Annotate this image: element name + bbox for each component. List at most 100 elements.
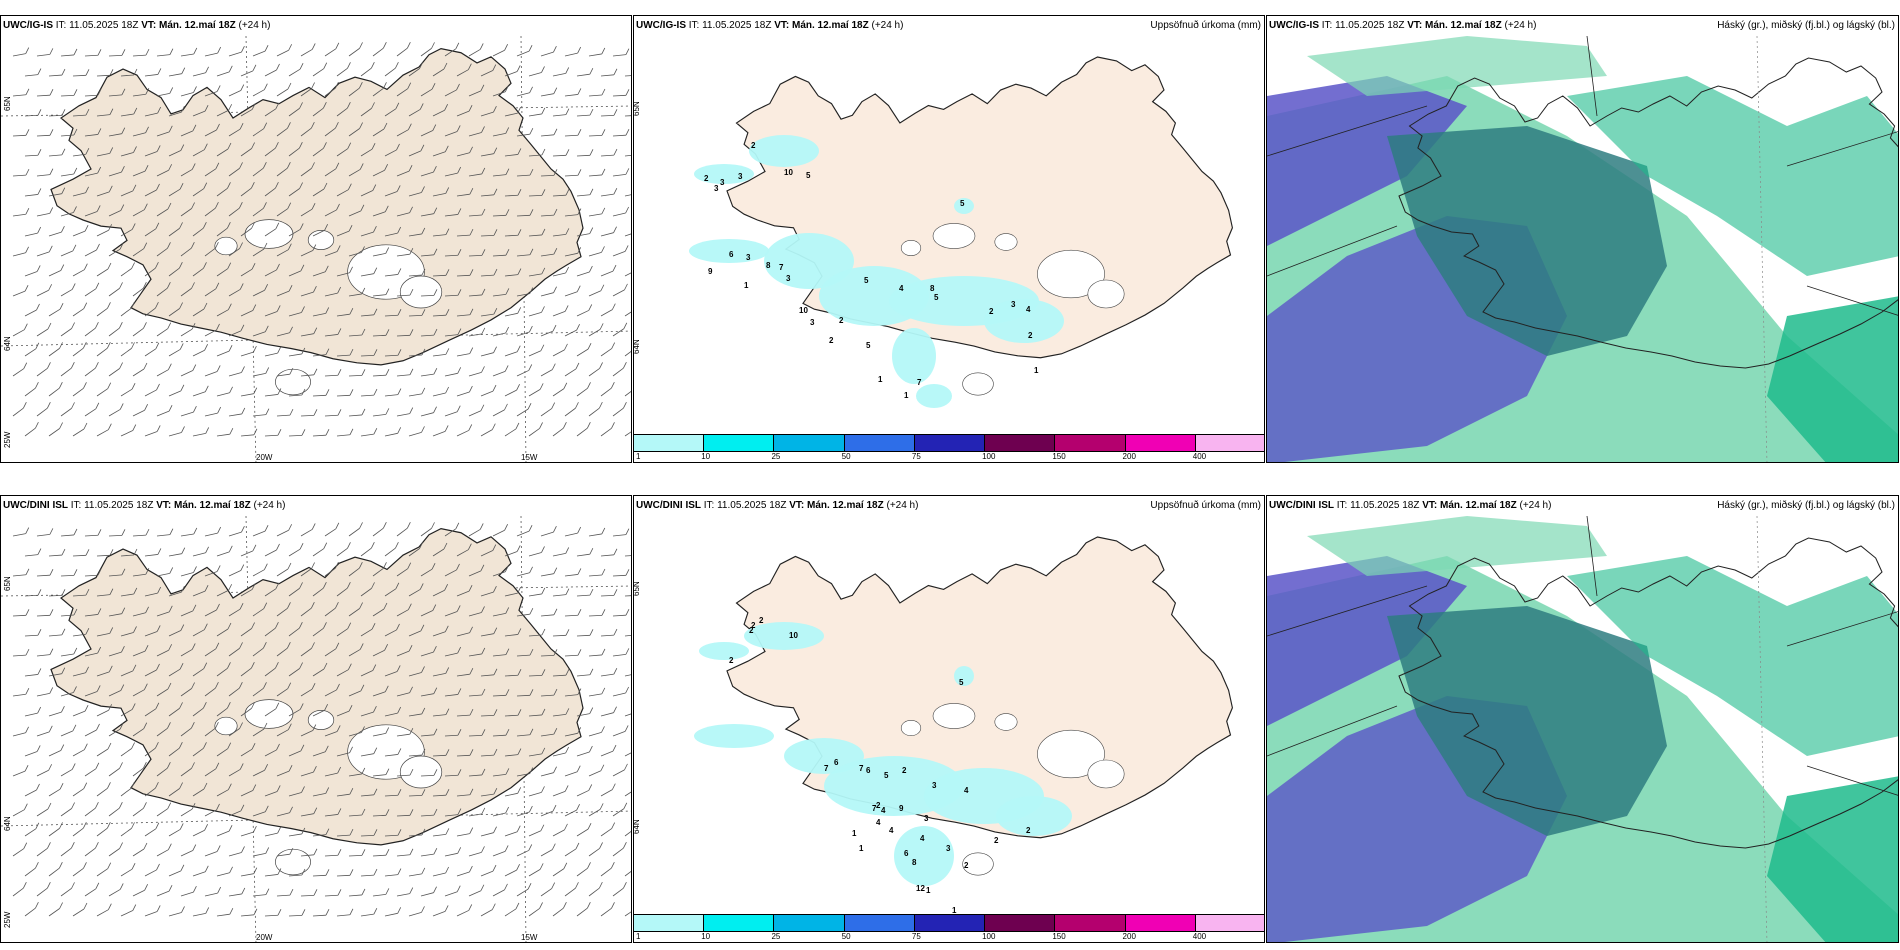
- wind-barb-flag: [96, 723, 100, 731]
- wind-barb: [264, 914, 279, 917]
- wind-barb-flag: [481, 647, 486, 655]
- wind-barb: [264, 874, 278, 877]
- wind-barb: [240, 708, 252, 717]
- wind-barb-flag: [73, 647, 78, 655]
- wind-barb: [132, 534, 146, 537]
- wind-barb: [336, 230, 350, 237]
- wind-barb: [588, 887, 600, 897]
- wind-barb-flag: [215, 202, 219, 209]
- wind-barb: [120, 868, 133, 877]
- precip-area: [689, 239, 769, 263]
- precip-value-label: 3: [1011, 300, 1016, 309]
- wind-panel-bottom[interactable]: UWC/DINI ISL IT: 11.05.2025 18Z VT: Mán.…: [0, 495, 632, 943]
- wind-barb: [588, 53, 602, 57]
- wind-barb-flag: [457, 688, 462, 695]
- wind-barb-flag: [109, 627, 114, 634]
- graticule-line: [520, 515, 527, 942]
- wind-barb-flag: [277, 909, 282, 916]
- wind-barb: [276, 568, 289, 577]
- wind-barb-flag: [577, 247, 582, 254]
- wind-barb: [444, 611, 458, 617]
- wind-barb-flag: [457, 646, 462, 654]
- wind-barb-flag: [155, 702, 160, 709]
- precip-panel-bottom[interactable]: UWC/DINI ISL IT: 11.05.2025 18Z VT: Mán.…: [633, 495, 1265, 943]
- wind-barb: [576, 553, 590, 557]
- wind-barb-flag: [601, 88, 606, 96]
- wind-barb: [348, 414, 362, 417]
- wind-barb: [372, 567, 384, 577]
- wind-barb-flag: [216, 845, 221, 852]
- wind-barb-flag: [444, 145, 449, 152]
- wind-barb-flag: [61, 667, 66, 674]
- wind-barb: [540, 134, 554, 137]
- wind-barb: [192, 227, 204, 237]
- wind-barb-flag: [35, 382, 39, 389]
- wind-barb-flag: [167, 802, 172, 809]
- wind-barb-flag: [132, 424, 137, 431]
- wind-barb: [156, 169, 169, 177]
- wind-barb-flag: [541, 669, 546, 676]
- wind-barb: [576, 790, 589, 797]
- wind-barb-flag: [311, 683, 316, 690]
- wind-barb-flag: [97, 128, 102, 135]
- wind-barb-flag: [130, 301, 135, 309]
- wind-barb: [324, 528, 337, 537]
- wind-barb: [408, 630, 422, 637]
- wind-barb: [420, 294, 435, 297]
- wind-barb-flag: [599, 803, 604, 810]
- wind-barb: [612, 367, 624, 377]
- wind-barb-flag: [131, 223, 136, 230]
- wind-panel-top[interactable]: UWC/IG-IS IT: 11.05.2025 18Z VT: Mán. 12…: [0, 15, 632, 463]
- wind-barbs: [12, 41, 631, 437]
- wind-barb-flag: [563, 862, 568, 869]
- wind-barb-flag: [276, 263, 280, 271]
- wind-barb: [12, 770, 26, 777]
- wind-barb-flag: [119, 282, 123, 289]
- cloud-panel-top[interactable]: UWC/IG-IS IT: 11.05.2025 18Z VT: Mán. 12…: [1266, 15, 1899, 463]
- wind-barb: [300, 607, 312, 617]
- wind-barb-flag: [456, 83, 460, 91]
- wind-barb-flag: [263, 242, 268, 250]
- wind-barb-flag: [481, 366, 485, 373]
- wind-barb: [360, 913, 374, 917]
- wind-barb: [420, 892, 434, 897]
- wind-barb-flag: [337, 766, 342, 774]
- wind-barb: [432, 234, 446, 237]
- wind-barb-flag: [95, 282, 100, 289]
- wind-barb-flag: [178, 261, 183, 269]
- wind-barb: [372, 691, 386, 697]
- wind-barb: [336, 67, 348, 77]
- wind-barb: [108, 889, 121, 897]
- wind-barb: [432, 548, 445, 557]
- wind-barb: [288, 874, 302, 877]
- cloud-panel-bottom[interactable]: UWC/DINI ISL IT: 11.05.2025 18Z VT: Mán.…: [1266, 495, 1899, 943]
- wind-barb: [612, 54, 626, 57]
- wind-barb: [516, 694, 531, 697]
- wind-barb: [60, 534, 74, 537]
- wind-barb-flag: [383, 41, 387, 49]
- wind-barb: [192, 629, 205, 637]
- wind-barb: [108, 848, 120, 857]
- wind-barb-flag: [336, 245, 341, 252]
- wind-barb-flag: [397, 748, 402, 755]
- colorbar-swatch: [844, 915, 915, 931]
- wind-barb: [252, 647, 264, 657]
- wind-barb: [360, 433, 374, 437]
- wind-barb: [408, 393, 422, 397]
- precip-panel-top[interactable]: UWC/IG-IS IT: 11.05.2025 18Z VT: Mán. 12…: [633, 15, 1265, 463]
- wind-barb-flag: [169, 87, 174, 94]
- wind-barb: [276, 249, 289, 257]
- wind-barb-flag: [433, 328, 438, 336]
- colorbar-tick-label: 150: [1052, 932, 1066, 941]
- wind-barb: [168, 708, 180, 717]
- wind-barb: [84, 327, 96, 337]
- wind-barb-flag: [541, 228, 546, 236]
- graticule-line: [1756, 515, 1768, 942]
- wind-barb: [348, 567, 360, 577]
- wind-barb: [24, 194, 38, 197]
- wind-barb-flag: [433, 248, 438, 256]
- wind-barb: [396, 129, 409, 137]
- wind-barb-flag: [613, 68, 618, 76]
- wind-barb-flag: [108, 224, 113, 231]
- wind-barb-flag: [168, 404, 173, 412]
